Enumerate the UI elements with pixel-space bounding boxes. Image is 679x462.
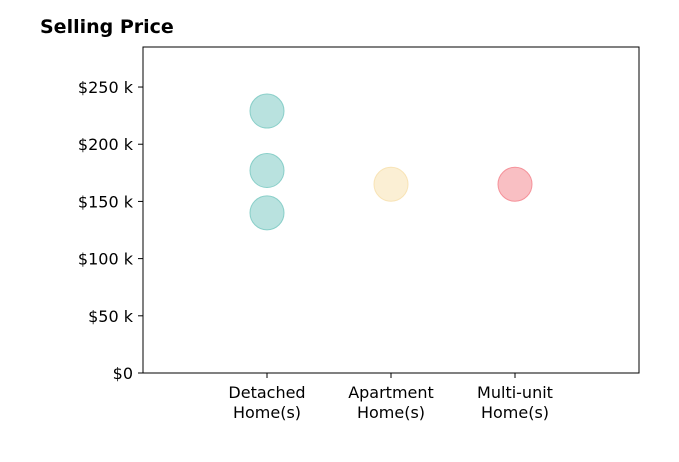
y-tick-label: $250 k [78, 78, 134, 97]
chart-title: Selling Price [40, 16, 174, 38]
y-tick-label: $200 k [78, 135, 134, 154]
data-point [249, 153, 285, 189]
x-tick-label: Multi-unit Home(s) [477, 383, 553, 422]
data-point [249, 195, 285, 231]
y-tick-label: $50 k [88, 307, 134, 326]
y-tick-label: $100 k [78, 250, 134, 269]
y-tick-label: $150 k [78, 192, 134, 211]
y-axis: $0 $50 k $100 k $150 k $200 k $250 k [78, 78, 143, 383]
plot-frame [142, 46, 640, 374]
data-point [249, 93, 285, 129]
data-point [373, 166, 409, 202]
data-points [249, 93, 533, 231]
x-axis: Detached Home(s) Apartment Home(s) Multi-uni… [228, 373, 553, 422]
x-tick-label: Apartment Home(s) [348, 383, 434, 422]
x-tick-label: Detached Home(s) [228, 383, 305, 422]
y-tick-label: $0 [113, 364, 133, 383]
data-point [497, 166, 533, 202]
